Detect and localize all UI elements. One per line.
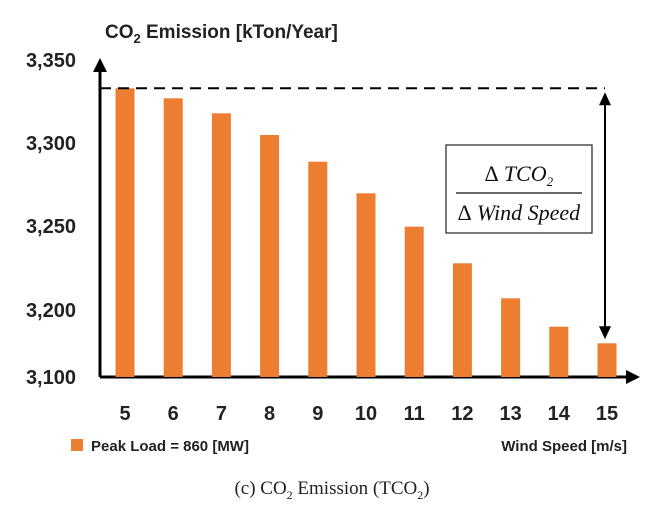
annotation-numerator-main: ∆ TCO <box>485 161 547 186</box>
legend: Peak Load = 860 [MW] <box>71 438 249 455</box>
x-axis-title: Wind Speed [m/s] <box>501 438 627 455</box>
caption-suffix: ) <box>423 478 430 499</box>
annotation-numerator: ∆ TCO2 <box>485 161 554 189</box>
x-tick-label: 8 <box>264 403 275 425</box>
x-tick-label: 10 <box>355 403 377 425</box>
bar-7 <box>211 113 231 378</box>
bar-14 <box>549 326 569 377</box>
x-tick-label: 14 <box>548 403 571 425</box>
legend-swatch <box>71 439 83 451</box>
x-tick-label: 13 <box>499 403 521 425</box>
bar-13 <box>501 298 521 377</box>
bar-5 <box>115 88 135 378</box>
x-tick-label: 6 <box>168 403 179 425</box>
y-axis-title-suffix: Emission [kTon/Year] <box>141 22 338 43</box>
caption-prefix: (c) CO <box>234 478 287 499</box>
x-tick-label: 9 <box>312 403 323 425</box>
y-tick-label: 3,300 <box>26 133 76 155</box>
y-axis-title-subscript: 2 <box>134 31 141 46</box>
bar-11 <box>404 226 424 377</box>
x-tick-label: 15 <box>596 403 618 425</box>
y-tick-label: 3,100 <box>26 367 76 389</box>
y-tick-label: 3,200 <box>26 300 76 322</box>
y-tick-label: 3,250 <box>26 216 76 238</box>
y-axis-title-main: CO <box>105 22 134 43</box>
bar-series <box>115 88 617 378</box>
legend-label: Peak Load = 860 [MW] <box>91 438 249 455</box>
x-tick-label: 11 <box>404 403 425 425</box>
x-tick-labels: 5 6 7 8 9 10 11 12 13 14 15 <box>119 403 618 425</box>
bar-8 <box>260 135 280 377</box>
y-axis-title: CO2 Emission [kTon/Year] <box>105 22 338 46</box>
y-axis-arrowhead <box>93 58 107 72</box>
bar-10 <box>356 193 376 377</box>
figure-caption: (c) CO2 Emission (TCO2) <box>0 478 664 503</box>
delta-annotation-box: ∆ TCO2 ∆ Wind Speed <box>445 144 593 234</box>
y-tick-labels: 3,100 3,200 3,250 3,300 3,350 <box>26 50 76 389</box>
x-tick-label: 12 <box>451 403 473 425</box>
bar-6 <box>163 98 183 378</box>
bar-15 <box>597 343 617 377</box>
bar-9 <box>308 161 328 377</box>
delta-double-arrow <box>599 92 611 340</box>
annotation-denominator: ∆ Wind Speed <box>458 200 581 225</box>
bar-12 <box>452 263 472 377</box>
annotation-numerator-subscript: 2 <box>547 174 554 189</box>
caption-subscript: 2 <box>286 487 293 502</box>
caption-middle: Emission (TCO <box>292 478 418 499</box>
y-tick-label: 3,350 <box>26 50 76 72</box>
x-tick-label: 7 <box>216 403 227 425</box>
x-axis-arrowhead <box>626 370 640 384</box>
caption-subscript-2: 2 <box>417 487 424 502</box>
x-tick-label: 5 <box>119 403 130 425</box>
